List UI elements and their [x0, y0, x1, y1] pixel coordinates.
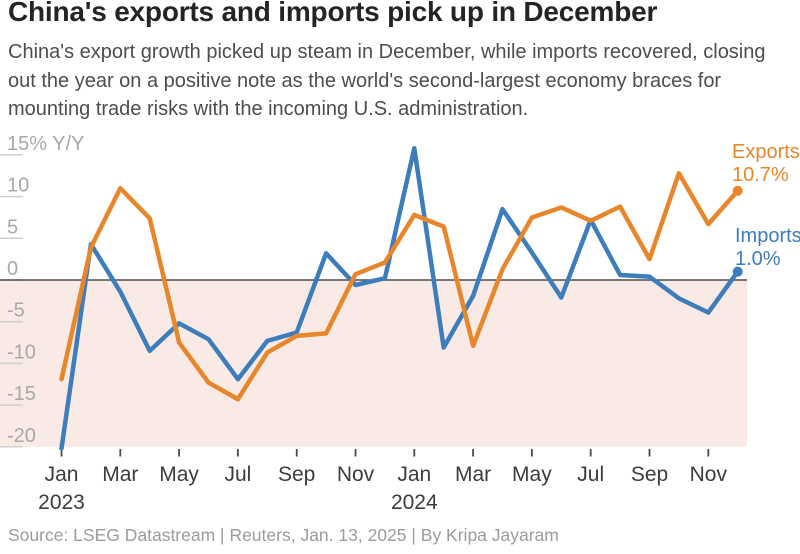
- chart-subtitle: China's export growth picked up steam in…: [8, 41, 766, 120]
- exports-label-text: Exports: [732, 141, 800, 163]
- imports-latest-value: 1.0%: [735, 248, 781, 270]
- x-year-label: 2023: [38, 491, 85, 514]
- x-tick-label: May: [159, 463, 199, 486]
- source-attribution: Source: LSEG Datastream | Reuters, Jan. …: [8, 525, 559, 545]
- exports-series-label: Exports 10.7%: [732, 141, 800, 187]
- x-tick-label: Sep: [278, 463, 315, 486]
- x-tick-label: Jul: [224, 463, 251, 486]
- y-axis: 15% Y/Y 10 5 0 -5 -10 -15 -20: [0, 133, 84, 448]
- x-tick-label: Jul: [577, 463, 604, 486]
- y-tick-label: 0: [7, 258, 18, 280]
- x-tick-label: Nov: [337, 463, 375, 486]
- y-tick-label: -20: [7, 425, 36, 447]
- x-tick-label: Jan: [397, 463, 431, 486]
- negative-band: [0, 280, 747, 447]
- y-tick-label: 5: [7, 216, 18, 238]
- x-year-label: 2024: [391, 491, 438, 514]
- exports-line: [59, 171, 740, 402]
- y-tick-label: -5: [7, 300, 25, 322]
- page-title: China's exports and imports pick up in D…: [8, 0, 658, 27]
- x-tick-label: Nov: [690, 463, 728, 486]
- x-tick-label: Mar: [455, 463, 491, 486]
- y-tick-label: -10: [7, 341, 36, 363]
- x-axis: Jan Mar May Jul Sep Nov Jan Mar May Jul Sep Nov 2023…: [38, 449, 727, 514]
- imports-end-dot: [732, 266, 743, 277]
- imports-label-text: Imports: [735, 225, 800, 247]
- x-tick-label: Mar: [102, 463, 138, 486]
- y-tick-label: -15: [7, 383, 36, 405]
- y-tick-label: 10: [7, 175, 29, 197]
- exports-latest-value: 10.7%: [732, 164, 789, 186]
- exports-end-dot: [732, 185, 743, 196]
- y-tick-label: 15% Y/Y: [7, 133, 84, 155]
- x-tick-label: Sep: [631, 463, 668, 486]
- x-tick-label: Jan: [45, 463, 79, 486]
- x-tick-label: May: [512, 463, 552, 486]
- imports-series-label: Imports 1.0%: [735, 225, 800, 271]
